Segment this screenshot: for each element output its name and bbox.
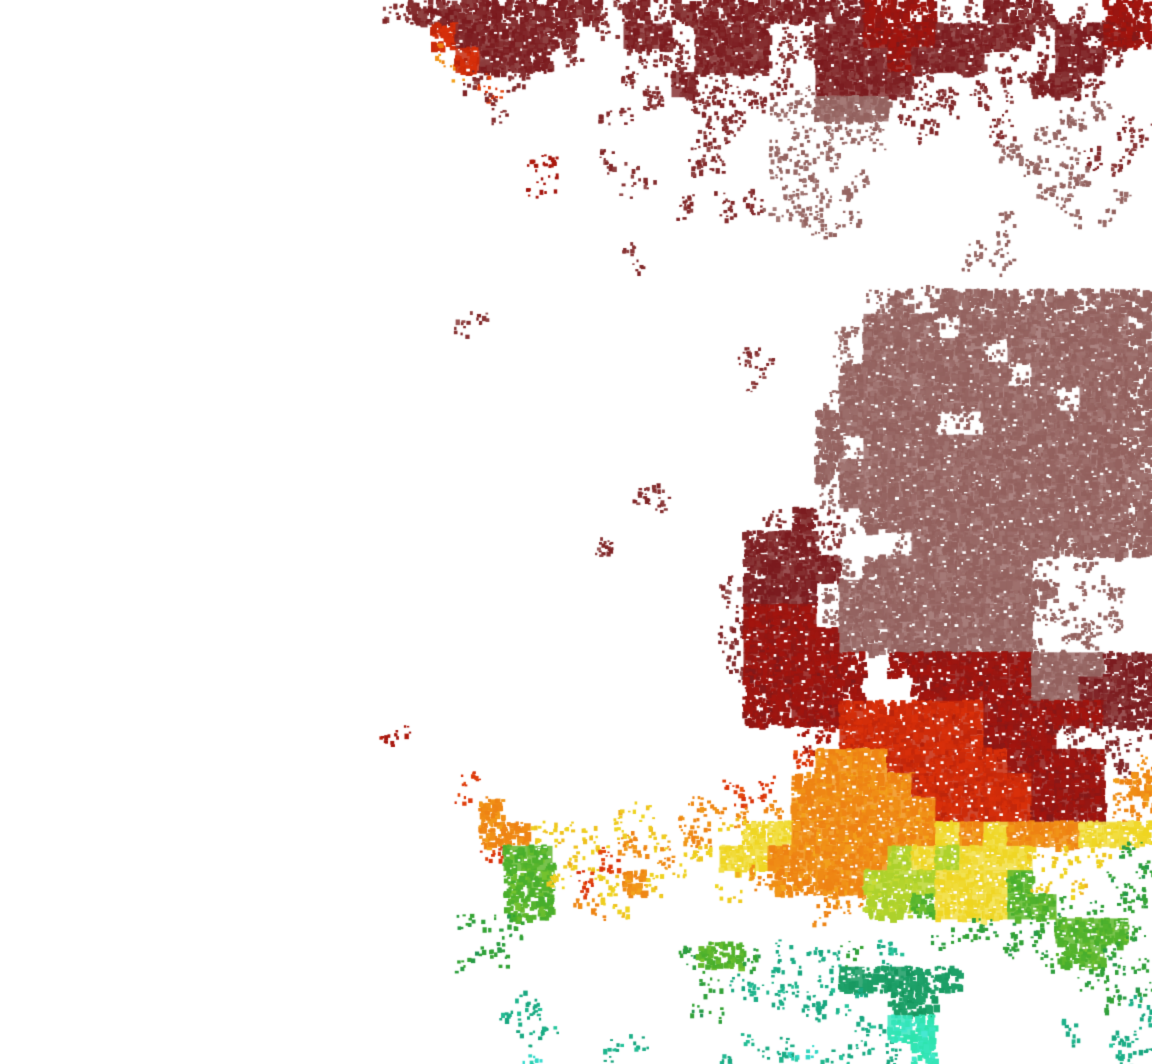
raster-map-viewport: [0, 0, 1152, 1064]
satellite-raster-canvas: [0, 0, 1152, 1064]
